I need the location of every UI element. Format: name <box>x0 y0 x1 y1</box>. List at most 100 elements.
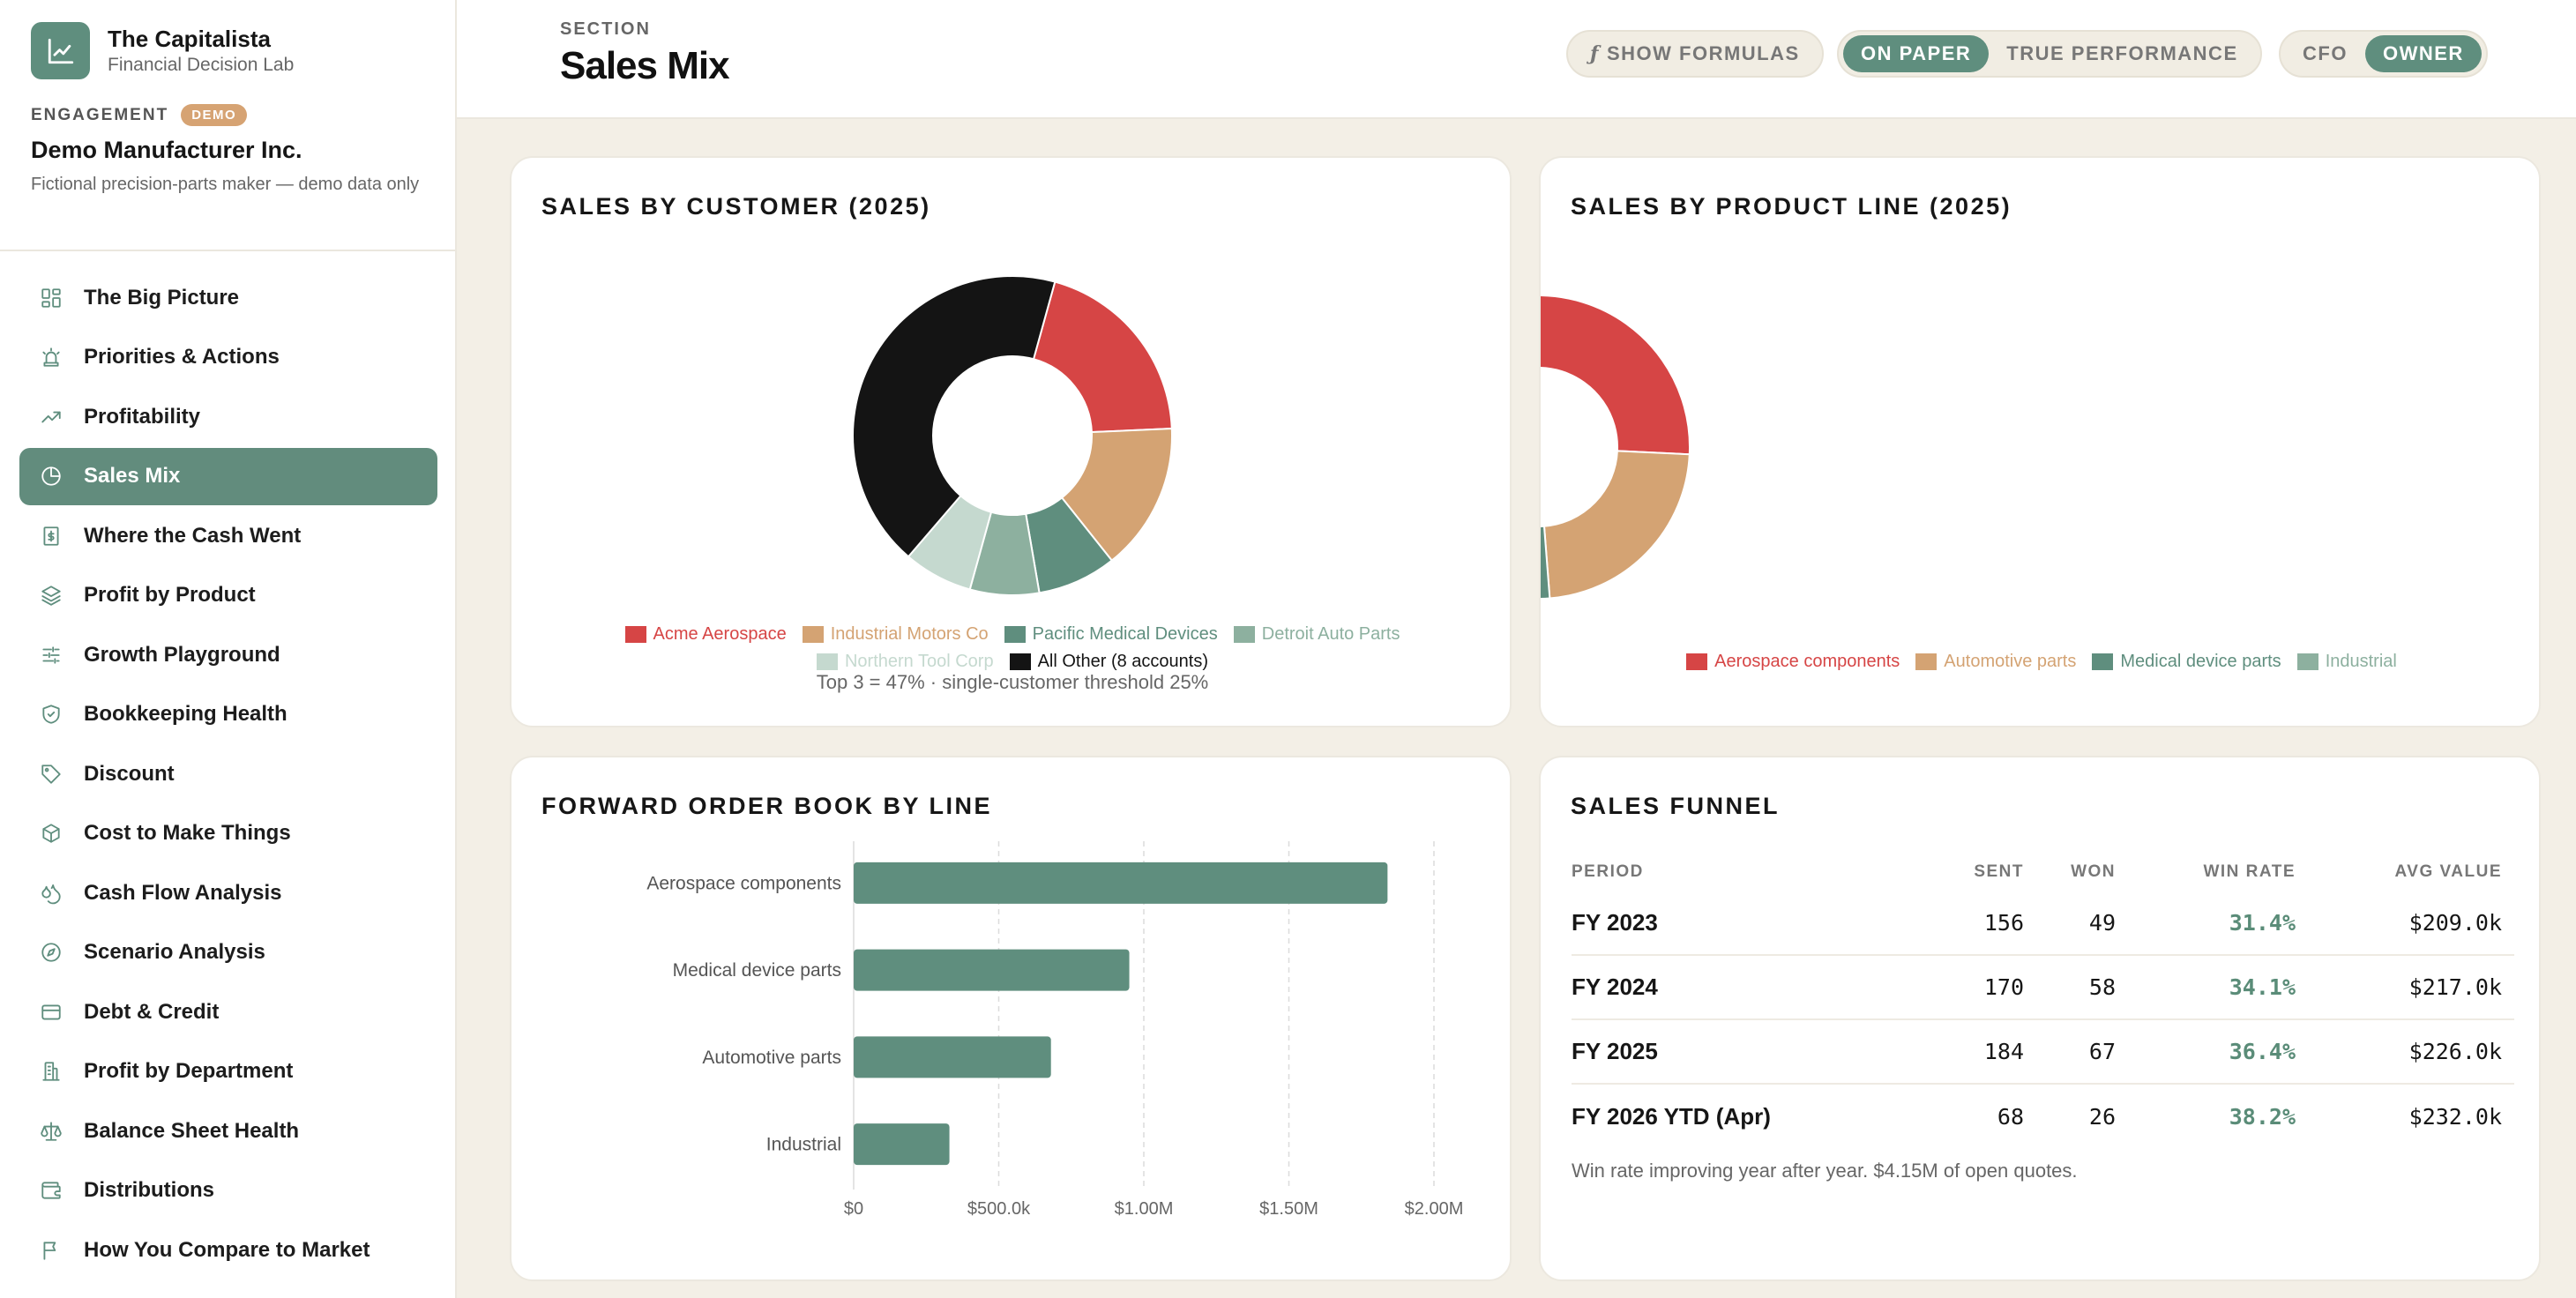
role-toggle: CFO OWNER <box>2279 30 2488 78</box>
brand[interactable]: The Capitalista Financial Decision Lab <box>31 22 294 79</box>
x-tick-label: $500.0k <box>967 1199 1031 1219</box>
sidebar-item-label: Debt & Credit <box>84 999 220 1024</box>
sidebar-item-discount[interactable]: Discount <box>19 745 437 802</box>
sidebar-item-priorities-actions[interactable]: Priorities & Actions <box>19 329 437 386</box>
sidebar-item-label: Bookkeeping Health <box>84 702 287 726</box>
engagement-company: Demo Manufacturer Inc. <box>31 137 302 163</box>
product-line-legend-item[interactable]: Industrial <box>2296 650 2397 673</box>
table-row: FY 2024 170 58 34.1% $217.0k <box>1572 956 2514 1020</box>
function-icon: ƒ <box>1590 42 1600 65</box>
sidebar-item-debt-credit[interactable]: Debt & Credit <box>19 983 437 1041</box>
sales-by-customer-card: SALES BY CUSTOMER (2025) Acme Aerospace I… <box>510 156 1512 727</box>
sidebar-item-sales-mix[interactable]: Sales Mix <box>19 447 437 505</box>
product-line-slice-automotive-parts[interactable] <box>1542 450 1691 600</box>
sidebar-item-label: Distributions <box>84 1178 214 1202</box>
sidebar-item-the-big-picture[interactable]: The Big Picture <box>19 269 437 326</box>
card-title: SALES BY CUSTOMER (2025) <box>541 193 931 220</box>
forward-order-book-card: FORWARD ORDER BOOK BY LINE $0 $500.0k $1.0… <box>510 756 1512 1281</box>
customer-legend-item[interactable]: Acme Aerospace <box>624 623 787 645</box>
customer-slice-all-other-8-accounts[interactable] <box>852 275 1057 558</box>
sidebar-item-balance-sheet-health[interactable]: Balance Sheet Health <box>19 1102 437 1160</box>
product-line-slice-aerospace-components[interactable] <box>1541 295 1691 456</box>
sidebar-item-label: How You Compare to Market <box>84 1237 370 1262</box>
customer-slice-industrial-motors-co[interactable] <box>1060 427 1173 562</box>
sidebar-item-profit-by-product[interactable]: Profit by Product <box>19 567 437 624</box>
cell-avg-value: $232.0k <box>2408 1104 2502 1130</box>
product-line-legend-item[interactable]: Automotive parts <box>1915 650 2076 673</box>
sidebar-item-profit-by-department[interactable]: Profit by Department <box>19 1043 437 1100</box>
x-tick-label: $1.00M <box>1115 1199 1174 1219</box>
y-category-label: Medical device parts <box>673 960 841 981</box>
scale-icon <box>39 1119 63 1144</box>
customer-legend-item[interactable]: Detroit Auto Parts <box>1233 623 1400 645</box>
sidebar-item-growth-playground[interactable]: Growth Playground <box>19 626 437 683</box>
x-tick-label: $1.50M <box>1259 1199 1318 1219</box>
sliders-icon <box>39 643 63 668</box>
sidebar-item-where-the-cash-went[interactable]: Where the Cash Went <box>19 507 437 564</box>
y-category-label: Automotive parts <box>702 1048 841 1068</box>
sidebar-item-cost-to-make-things[interactable]: Cost to Make Things <box>19 805 437 862</box>
sidebar-nav: The Big Picture Priorities & Actions Profi… <box>19 269 437 1281</box>
customer-legend-item[interactable]: All Other (8 accounts) <box>1009 650 1208 673</box>
legend-label: Industrial Motors Co <box>830 624 989 644</box>
sidebar-item-label: Discount <box>84 761 175 786</box>
legend-label: Aerospace components <box>1714 652 1900 671</box>
engagement-description: Fictional precision-parts maker — demo d… <box>31 175 420 194</box>
customer-legend-item[interactable]: Pacific Medical Devices <box>1004 623 1218 645</box>
column-header-win-rate: WIN RATE <box>2203 862 2296 881</box>
legend-swatch <box>1004 625 1026 643</box>
cell-won: 26 <box>2088 1104 2116 1130</box>
sidebar-item-how-you-compare-to-market[interactable]: How You Compare to Market <box>19 1221 437 1279</box>
customer-legend: Acme Aerospace Industrial Motors Co Pacifi… <box>547 623 1478 677</box>
siren-icon <box>39 345 63 369</box>
cell-won: 67 <box>2088 1039 2116 1064</box>
sidebar-item-scenario-analysis[interactable]: Scenario Analysis <box>19 924 437 981</box>
sidebar-item-bookkeeping-health[interactable]: Bookkeeping Health <box>19 686 437 743</box>
y-category-label: Industrial <box>766 1135 841 1155</box>
role-toggle-cfo[interactable]: CFO <box>2303 42 2348 64</box>
bar-medical-device-parts[interactable] <box>854 949 1130 991</box>
column-header-sent: SENT <box>1974 862 2024 881</box>
legend-label: Automotive parts <box>1944 652 2077 671</box>
view-toggle-on-paper[interactable]: ON PAPER <box>1843 35 1990 72</box>
product-line-legend-item[interactable]: Medical device parts <box>2092 650 2281 673</box>
sidebar-item-cash-flow-analysis[interactable]: Cash Flow Analysis <box>19 864 437 921</box>
customer-slice-acme-aerospace[interactable] <box>1032 280 1173 434</box>
customer-legend-item[interactable]: Northern Tool Corp <box>816 650 994 673</box>
sidebar-divider <box>0 250 457 251</box>
show-formulas-button[interactable]: ƒ SHOW FORMULAS <box>1572 35 1818 72</box>
product-line-legend-item[interactable]: Aerospace components <box>1686 650 1900 673</box>
legend-label: Medical device parts <box>2120 652 2281 671</box>
receipt-icon <box>39 524 63 548</box>
compass-icon <box>39 940 63 965</box>
sidebar-item-distributions[interactable]: Distributions <box>19 1162 437 1220</box>
table-row: FY 2023 156 49 31.4% $209.0k <box>1572 891 2514 956</box>
cell-period: FY 2026 YTD (Apr) <box>1572 1103 1771 1130</box>
legend-swatch <box>1233 625 1255 643</box>
product-line-slice-medical-device-parts[interactable] <box>1541 463 1551 600</box>
bar-aerospace-components[interactable] <box>854 862 1388 904</box>
cell-sent: 68 <box>1997 1104 2024 1130</box>
table-row: FY 2025 184 67 36.4% $226.0k <box>1572 1020 2514 1085</box>
cell-avg-value: $217.0k <box>2408 974 2502 1000</box>
view-toggle-true-performance[interactable]: TRUE PERFORMANCE <box>2006 42 2238 64</box>
sidebar-item-label: Scenario Analysis <box>84 940 265 964</box>
view-toggle: ON PAPER TRUE PERFORMANCE <box>1837 30 2262 78</box>
legend-label: Northern Tool Corp <box>844 652 994 671</box>
tag-icon <box>39 762 63 787</box>
bar-industrial[interactable] <box>854 1123 950 1166</box>
customer-legend-item[interactable]: Industrial Motors Co <box>802 623 989 645</box>
cell-period: FY 2024 <box>1572 973 1658 1000</box>
legend-label: Pacific Medical Devices <box>1032 624 1218 644</box>
role-toggle-owner[interactable]: OWNER <box>2364 35 2482 72</box>
bar-automotive-parts[interactable] <box>854 1036 1051 1078</box>
pie-chart-icon <box>39 464 63 489</box>
cell-avg-value: $209.0k <box>2408 910 2502 936</box>
cell-sent: 156 <box>1983 910 2024 936</box>
page-title: Sales Mix <box>560 44 730 87</box>
legend-label: Detroit Auto Parts <box>1261 624 1400 644</box>
sidebar-item-profitability[interactable]: Profitability <box>19 388 437 445</box>
product-line-donut-chart <box>1541 295 1691 600</box>
package-icon <box>39 821 63 846</box>
header: SECTION Sales Mix ƒ SHOW FORMULAS ON PAP… <box>457 0 2576 119</box>
